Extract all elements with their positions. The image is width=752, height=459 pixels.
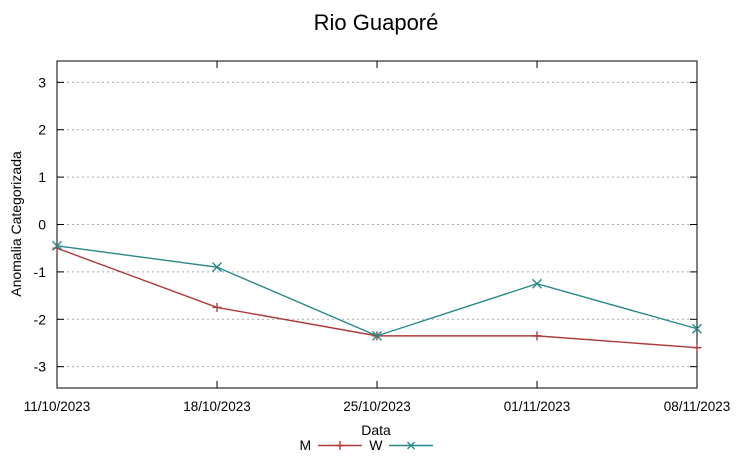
y-tick-label: -1 — [34, 264, 47, 280]
legend-label-w: W — [369, 437, 383, 453]
x-tick-label: 08/11/2023 — [664, 399, 731, 414]
x-axis-title: Data — [361, 422, 391, 438]
x-tick-label: 18/10/2023 — [183, 399, 251, 414]
y-tick-label: 3 — [38, 74, 46, 90]
y-tick-label: -3 — [34, 359, 47, 375]
series-W-marker — [372, 330, 382, 341]
x-tick-label: 01/11/2023 — [504, 399, 571, 414]
y-tick-label: 0 — [38, 217, 46, 233]
plus-marker-icon — [335, 440, 345, 450]
legend-label-m: M — [299, 437, 312, 453]
series-M-marker — [532, 331, 542, 341]
series-W-line — [56, 245, 698, 337]
x-tick-label: 11/10/2023 — [24, 399, 91, 414]
series-M-marker — [212, 302, 222, 312]
series-W-marker — [212, 262, 222, 273]
series-W-marker — [692, 323, 702, 334]
series-M-marker — [692, 343, 702, 353]
cross-marker-icon — [407, 441, 416, 449]
y-tick-label: 2 — [38, 122, 46, 138]
legend: M W — [0, 437, 743, 453]
series-W-marker — [532, 278, 542, 289]
x-tick-label: 25/10/2023 — [343, 399, 411, 414]
series-W-marker — [52, 240, 62, 251]
y-tick-label: -2 — [34, 311, 47, 327]
chart-title: Rio Guaporé — [313, 10, 439, 35]
y-tick-label: 1 — [38, 169, 46, 185]
legend-sample-line-m — [318, 440, 363, 450]
legend-sample-line-w — [389, 441, 434, 449]
